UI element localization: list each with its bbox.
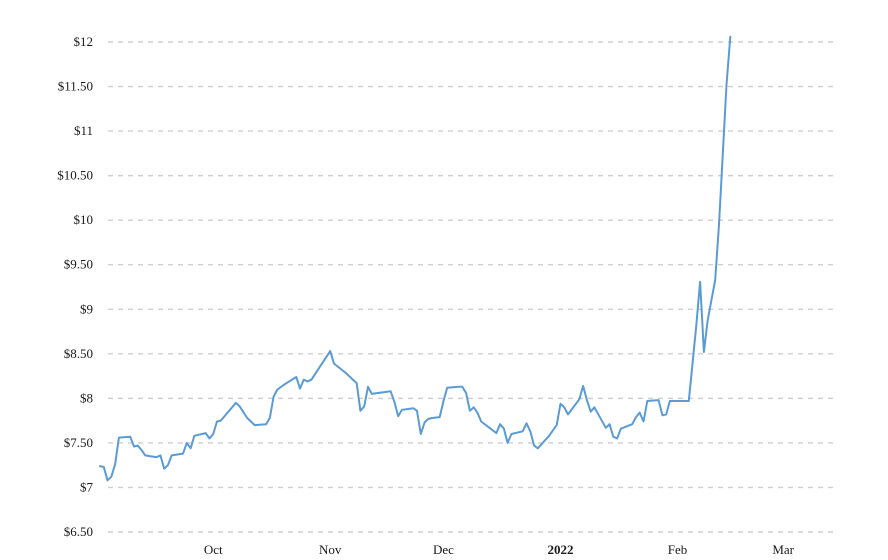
x-tick-label: 2022 — [547, 542, 573, 557]
y-tick-label: $10 — [74, 212, 94, 227]
y-tick-label: $11.50 — [58, 79, 93, 94]
y-tick-label: $9.50 — [64, 257, 93, 272]
y-tick-label: $10.50 — [57, 168, 93, 183]
x-tick-label: Dec — [433, 542, 454, 557]
x-tick-label: Oct — [204, 542, 223, 557]
y-tick-label: $8 — [80, 390, 93, 405]
x-axis-tick-labels: Oct Nov Dec 2022 Feb Mar — [204, 542, 795, 557]
y-tick-label: $11 — [74, 123, 93, 138]
y-axis-tick-labels: $12 $11.50 $11 $10.50 $10 $9.50 $9 $8.50 $8 $7.50… — [57, 34, 93, 539]
series-line — [99, 35, 732, 482]
x-tick-label: Nov — [319, 542, 342, 557]
y-tick-label: $9 — [80, 301, 93, 316]
y-tick-label: $7 — [80, 479, 94, 494]
x-tick-label: Feb — [668, 542, 688, 557]
x-tick-label: Mar — [772, 542, 794, 557]
y-tick-label: $12 — [74, 34, 94, 49]
price-series — [99, 35, 732, 482]
gridlines — [108, 41, 836, 533]
y-tick-label: $6.50 — [64, 524, 93, 539]
y-tick-label: $7.50 — [64, 435, 93, 450]
y-tick-label: $8.50 — [64, 346, 93, 361]
